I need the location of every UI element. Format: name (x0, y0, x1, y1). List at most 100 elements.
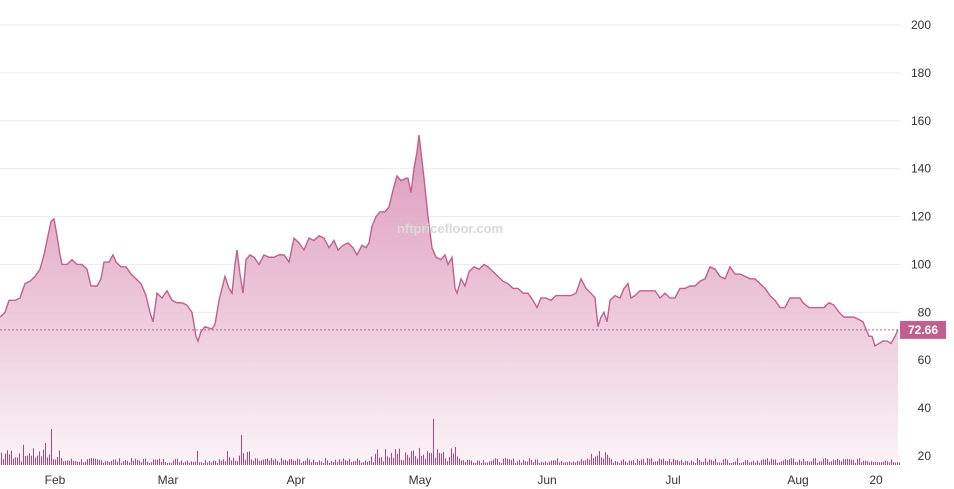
volume-bar (121, 462, 122, 465)
y-tick-label: 160 (911, 114, 931, 128)
volume-bar (221, 460, 222, 465)
price-line (0, 135, 899, 347)
volume-bar (447, 461, 448, 465)
y-tick-label: 40 (918, 401, 932, 415)
volume-bar (211, 462, 212, 465)
volume-bar (101, 460, 102, 465)
last-price-badge (900, 320, 946, 339)
volume-bar (365, 460, 366, 465)
volume-bar (195, 461, 196, 465)
volume-bar (463, 460, 464, 465)
volume-bar (789, 459, 790, 465)
volume-bar (349, 458, 350, 465)
x-tick-label: 20 (869, 473, 883, 487)
volume-bar (207, 462, 208, 465)
volume-bar (869, 462, 870, 465)
volume-bar (661, 459, 662, 465)
volume-bar (377, 449, 378, 465)
volume-bar (393, 457, 394, 465)
y-tick-label: 120 (911, 210, 931, 224)
volume-bar (599, 451, 600, 465)
volume-bar (233, 457, 234, 465)
volume-bar (797, 462, 798, 465)
volume-bar (83, 462, 84, 465)
volume-bar (453, 453, 454, 465)
x-tick-label: Feb (45, 473, 66, 487)
volume-bar (861, 462, 862, 465)
volume-bar (279, 462, 280, 465)
volume-bar (427, 451, 428, 465)
volume-bar (575, 462, 576, 465)
volume-bar (517, 461, 518, 465)
y-tick-label: 20 (918, 449, 932, 463)
volume-bar (459, 458, 460, 465)
volume-bar (837, 458, 838, 465)
volume-bar (403, 460, 404, 465)
volume-bar (483, 459, 484, 465)
volume-bar (891, 459, 892, 465)
volume-bar (205, 459, 206, 465)
volume-bar (695, 462, 696, 465)
volume-bar (123, 461, 124, 465)
volume-bar (471, 460, 472, 465)
volume-bar (857, 459, 858, 465)
volume-bar (895, 462, 896, 465)
volume-bar (893, 462, 894, 465)
volume-bar (335, 459, 336, 465)
volume-bar (791, 458, 792, 465)
y-axis: 20 40 60 80 100 120 140 160 180 200 (911, 18, 931, 463)
volume-bar (679, 461, 680, 465)
volume-bar (287, 461, 288, 465)
volume-bar (745, 460, 746, 465)
volume-bar (273, 459, 274, 465)
volume-bar (561, 461, 562, 465)
volume-bar (5, 453, 6, 465)
volume-bar (127, 460, 128, 465)
volume-bar (887, 461, 888, 465)
volume-bar (567, 462, 568, 465)
volume-bar (367, 461, 368, 465)
volume-bar (773, 459, 774, 465)
volume-bar (151, 462, 152, 465)
volume-bar (747, 459, 748, 465)
x-tick-label: Jul (665, 473, 680, 487)
volume-bar (239, 455, 240, 465)
volume-bar (203, 462, 204, 465)
volume-bar (719, 462, 720, 465)
volume-bar (709, 459, 710, 465)
volume-bar (255, 458, 256, 465)
volume-bar (209, 460, 210, 465)
volume-bar (793, 458, 794, 465)
last-price-marker: 72.66 (0, 320, 946, 339)
volume-bar (95, 458, 96, 465)
volume-bar (197, 451, 198, 465)
volume-bar (267, 458, 268, 465)
volume-bar (243, 453, 244, 465)
volume-bar (327, 460, 328, 465)
volume-bar (293, 460, 294, 465)
y-tick-label: 180 (911, 66, 931, 80)
volume-bar (187, 460, 188, 465)
volume-bar (309, 459, 310, 465)
volume-bar (785, 459, 786, 465)
volume-bar (361, 462, 362, 465)
volume-bar (877, 462, 878, 465)
volume-bar (417, 458, 418, 465)
volume-bar (183, 462, 184, 465)
volume-bar (33, 448, 34, 465)
volume-bar (223, 459, 224, 465)
volume-bar (541, 461, 542, 465)
volume-bar (859, 458, 860, 465)
volume-bar (313, 459, 314, 465)
volume-bar (235, 460, 236, 465)
volume-bar (853, 460, 854, 465)
volume-bar (165, 462, 166, 465)
volume-bar (319, 460, 320, 465)
volume-bar (143, 459, 144, 465)
volume-bar (391, 453, 392, 465)
volume-bar (485, 462, 486, 465)
volume-bar (759, 462, 760, 465)
volume-bar (873, 461, 874, 465)
volume-bar (593, 458, 594, 465)
volume-bar (57, 456, 58, 465)
